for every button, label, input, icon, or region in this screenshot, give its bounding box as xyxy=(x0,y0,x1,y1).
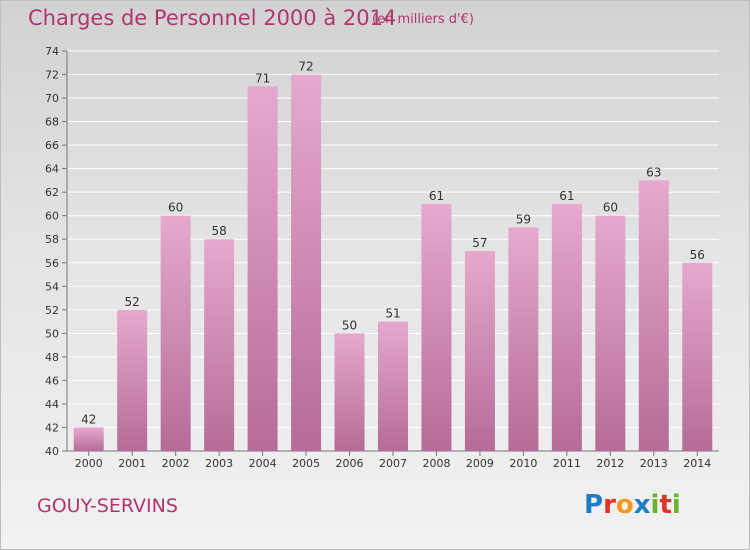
commune-name: GOUY-SERVINS xyxy=(37,495,178,517)
x-tick-label-2014: 2014 xyxy=(683,457,711,470)
data-label-2007: 51 xyxy=(385,307,400,321)
y-tick-label: 52 xyxy=(45,304,59,317)
data-label-2013: 63 xyxy=(646,165,661,179)
bar-2005 xyxy=(291,74,322,451)
chart-title: Charges de Personnel 2000 à 2014 xyxy=(28,6,397,30)
proxiti-logo: Proxiti xyxy=(584,490,681,520)
y-tick-label: 74 xyxy=(45,45,59,58)
y-tick-label: 64 xyxy=(45,163,59,176)
x-tick-label-2006: 2006 xyxy=(336,457,364,470)
logo-letter: r xyxy=(603,490,616,520)
x-tick-label-2007: 2007 xyxy=(379,457,407,470)
y-tick-label: 44 xyxy=(45,398,59,411)
logo-letter: i xyxy=(650,490,660,520)
y-tick-label: 72 xyxy=(45,69,59,82)
bar-2014 xyxy=(682,262,713,451)
y-tick-label: 56 xyxy=(45,257,59,270)
y-tick-label: 68 xyxy=(45,116,59,129)
data-label-2012: 60 xyxy=(603,201,618,215)
data-label-2000: 42 xyxy=(81,412,96,426)
data-label-2004: 71 xyxy=(255,71,270,85)
x-tick-label-2003: 2003 xyxy=(205,457,233,470)
x-tick-label-2012: 2012 xyxy=(596,457,624,470)
bar-2001 xyxy=(117,309,148,451)
y-tick-label: 54 xyxy=(45,280,59,293)
y-tick-label: 60 xyxy=(45,210,59,223)
x-tick-label-2001: 2001 xyxy=(118,457,146,470)
bar-2006 xyxy=(334,333,365,451)
data-label-2009: 57 xyxy=(472,236,487,250)
y-tick-label: 58 xyxy=(45,233,59,246)
x-tick-label-2005: 2005 xyxy=(292,457,320,470)
bar-2013 xyxy=(638,180,669,452)
bar-2002 xyxy=(160,215,191,451)
y-tick-label: 50 xyxy=(45,327,59,340)
bar-2003 xyxy=(204,239,235,451)
data-label-2001: 52 xyxy=(125,295,140,309)
logo-letter: t xyxy=(659,490,672,520)
y-tick-label: 66 xyxy=(45,139,59,152)
y-tick-label: 48 xyxy=(45,351,59,364)
bar-2010 xyxy=(508,227,539,451)
bar-2008 xyxy=(421,203,452,451)
logo-letter: i xyxy=(671,490,681,520)
y-tick-label: 40 xyxy=(45,445,59,458)
logo-letter: x xyxy=(633,490,651,520)
y-tick-label: 62 xyxy=(45,186,59,199)
data-label-2006: 50 xyxy=(342,318,357,332)
x-tick-label-2004: 2004 xyxy=(249,457,277,470)
logo-letter: P xyxy=(584,490,604,520)
x-tick-labels: 2000 2001 2002 2003 2004 2005 2006 2007 2008 2009… xyxy=(75,457,712,470)
y-tick-label: 42 xyxy=(45,421,59,434)
data-label-2005: 72 xyxy=(298,60,313,74)
data-label-2010: 59 xyxy=(516,212,531,226)
bars xyxy=(73,74,713,452)
data-label-2014: 56 xyxy=(690,248,705,262)
bar-2000 xyxy=(73,427,104,451)
y-tick-labels: 40 42 44 46 48 50 52 54 56 58 60 62 64 66 68 70 72 74 xyxy=(45,45,59,458)
x-tick-label-2011: 2011 xyxy=(553,457,581,470)
x-tick-label-2008: 2008 xyxy=(422,457,450,470)
logo-letter: o xyxy=(615,490,634,520)
bar-2007 xyxy=(378,321,408,451)
x-tick-label-2000: 2000 xyxy=(75,457,103,470)
y-tick-label: 70 xyxy=(45,92,59,105)
x-tick-label-2009: 2009 xyxy=(466,457,494,470)
data-label-2008: 61 xyxy=(429,189,444,203)
y-tick-label: 46 xyxy=(45,374,59,387)
x-tick-label-2013: 2013 xyxy=(640,457,668,470)
bar-2011 xyxy=(551,203,582,451)
data-label-2002: 60 xyxy=(168,201,183,215)
bar-2004 xyxy=(247,86,278,451)
x-tick-label-2010: 2010 xyxy=(509,457,537,470)
data-label-2011: 61 xyxy=(559,189,574,203)
chart-subtitle: (en milliers d'€) xyxy=(372,12,474,27)
data-labels: 42 52 60 58 71 72 50 51 61 57 59 61 60 63 56 xyxy=(81,60,705,427)
x-tick-label-2002: 2002 xyxy=(162,457,190,470)
bar-2012 xyxy=(595,215,626,451)
data-label-2003: 58 xyxy=(211,224,226,238)
bar-2009 xyxy=(464,251,495,451)
